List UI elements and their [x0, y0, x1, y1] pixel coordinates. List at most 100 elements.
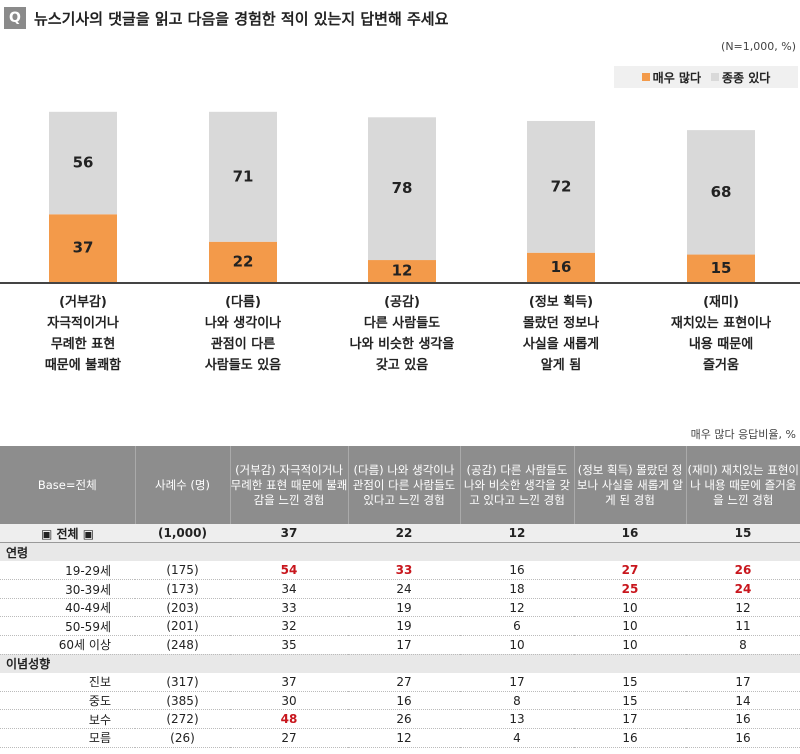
row-value: 35	[230, 635, 348, 655]
bar-sometimes-3	[368, 117, 436, 261]
category-label-line: 갖고 있음	[375, 358, 429, 373]
bar-very-many-3	[368, 260, 436, 282]
table-row: 중도 (385) 30 16 8 15 14	[0, 691, 800, 711]
bar-sometimes-1	[49, 111, 117, 215]
row-value: 17	[348, 635, 460, 655]
legend-swatch-very-many	[641, 73, 650, 81]
row-value: 16	[686, 709, 800, 730]
category-label-line: 다른 사람들도	[363, 316, 441, 331]
bar-very-many-2	[209, 241, 277, 282]
category-label-line: (다름)	[225, 295, 261, 310]
category-label-line: 무례한 표현	[50, 337, 116, 352]
category-label-line: 몰랐던 정보나	[522, 316, 600, 331]
row-n: (203)	[135, 598, 230, 618]
row-value: 30	[230, 691, 348, 711]
row-value: 32	[230, 616, 348, 637]
bar-sometimes-4	[527, 120, 595, 253]
table-note: 매우 많다 응답비율, %	[690, 428, 796, 441]
row-label: 50-59세	[0, 616, 135, 637]
row-n: (385)	[135, 691, 230, 711]
row-value: 12	[460, 598, 574, 618]
row-value: 26	[348, 709, 460, 730]
row-value: 27	[574, 561, 686, 581]
row-value: 48	[230, 709, 348, 730]
row-n: (248)	[135, 635, 230, 655]
data-label-very-many-3: 12	[392, 262, 413, 280]
data-label-sometimes-1: 56	[73, 154, 94, 172]
row-value: 24	[686, 579, 800, 599]
row-value: 16	[574, 524, 686, 544]
row-value: 11	[686, 616, 800, 637]
row-value: 19	[348, 616, 460, 637]
data-label-very-many-1: 37	[73, 239, 94, 257]
row-label: 40-49세	[0, 598, 135, 618]
row-value: 27	[230, 728, 348, 748]
breakdown-table: Base=전체 사례수 (명) (거부감) 자극적이거나 무례한 표현 때문에 …	[0, 446, 800, 748]
bar-sometimes-2	[209, 111, 277, 242]
row-value: 12	[686, 598, 800, 618]
row-value: 10	[460, 635, 574, 655]
table-group-row: 연령	[0, 542, 800, 562]
legend-item-sometimes: 종종 있다	[711, 69, 770, 86]
row-label: 진보	[0, 672, 135, 692]
row-value: 8	[686, 635, 800, 655]
category-label-line: (재미)	[703, 295, 739, 310]
stacked-bar-chart: 37 56 22 71 12 78 16 72 15 68	[49, 111, 755, 282]
row-n: (272)	[135, 709, 230, 730]
category-label-line: 내용 때문에	[688, 337, 754, 352]
category-label-line: (거부감)	[59, 295, 107, 310]
group-label: 이념성향	[0, 654, 800, 673]
table-row: 40-49세 (203) 33 19 12 10 12	[0, 598, 800, 618]
bar-very-many-5	[687, 254, 755, 282]
row-n: (201)	[135, 616, 230, 637]
table-row: 보수 (272) 48 26 13 17 16	[0, 709, 800, 730]
table-row: 모름 (26) 27 12 4 16 16	[0, 728, 800, 748]
row-value: 17	[686, 672, 800, 692]
row-value: 10	[574, 616, 686, 637]
row-value: 25	[574, 579, 686, 599]
row-value: 4	[460, 728, 574, 748]
chart-baseline	[0, 282, 800, 284]
category-label-4: (정보 획득) 몰랐던 정보나 사실을 새롭게 알게 됨	[486, 292, 636, 376]
sample-note: (N=1,000, %)	[721, 40, 796, 53]
row-value: 37	[230, 672, 348, 692]
question-badge: Q	[4, 7, 26, 29]
row-n: (173)	[135, 579, 230, 599]
row-value: 10	[574, 635, 686, 655]
category-label-line: 자극적이거나	[47, 316, 119, 331]
bar-sometimes-5	[687, 130, 755, 255]
legend-swatch-sometimes	[711, 73, 719, 81]
header-col-5: (재미) 재치있는 표현이나 내용 때문에 즐거움을 느낀 경험	[686, 446, 800, 524]
data-label-sometimes-2: 71	[233, 167, 254, 185]
row-n: (175)	[135, 561, 230, 581]
row-value: 18	[460, 579, 574, 599]
row-value: 17	[460, 672, 574, 692]
row-value: 15	[574, 691, 686, 711]
row-value: 16	[574, 728, 686, 748]
table-row: 30-39세 (173) 34 24 18 25 24	[0, 579, 800, 599]
row-label: ▣ 전체 ▣	[0, 524, 135, 544]
row-n: (26)	[135, 728, 230, 748]
category-label-line: 재치있는 표현이나	[670, 316, 772, 331]
header-col-3: (공감) 다른 사람들도 나와 비슷한 생각을 갖고 있다고 느낀 경험	[460, 446, 575, 524]
row-label: 19-29세	[0, 561, 135, 581]
data-label-sometimes-5: 68	[711, 183, 732, 201]
category-label-1: (거부감) 자극적이거나 무례한 표현 때문에 불쾌함	[8, 292, 158, 376]
row-label: 30-39세	[0, 579, 135, 599]
row-value: 10	[574, 598, 686, 618]
row-value: 17	[574, 709, 686, 730]
row-value: 34	[230, 579, 348, 599]
row-value: 15	[574, 672, 686, 692]
legend-label-very-many: 매우 많다	[652, 70, 701, 85]
table-row: 진보 (317) 37 27 17 15 17	[0, 672, 800, 692]
row-value: 14	[686, 691, 800, 711]
table-header-row: Base=전체 사례수 (명) (거부감) 자극적이거나 무례한 표현 때문에 …	[0, 446, 800, 524]
category-label-line: 즐거움	[703, 358, 739, 373]
row-value: 13	[460, 709, 574, 730]
table-row-total: ▣ 전체 ▣ (1,000) 37 22 12 16 15	[0, 524, 800, 544]
row-value: 33	[348, 561, 460, 581]
row-label: 60세 이상	[0, 635, 135, 655]
row-value: 12	[348, 728, 460, 748]
row-label: 보수	[0, 709, 135, 730]
data-label-sometimes-3: 78	[392, 179, 413, 197]
